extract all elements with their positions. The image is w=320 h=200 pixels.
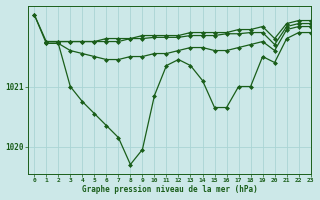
X-axis label: Graphe pression niveau de la mer (hPa): Graphe pression niveau de la mer (hPa): [82, 185, 257, 194]
